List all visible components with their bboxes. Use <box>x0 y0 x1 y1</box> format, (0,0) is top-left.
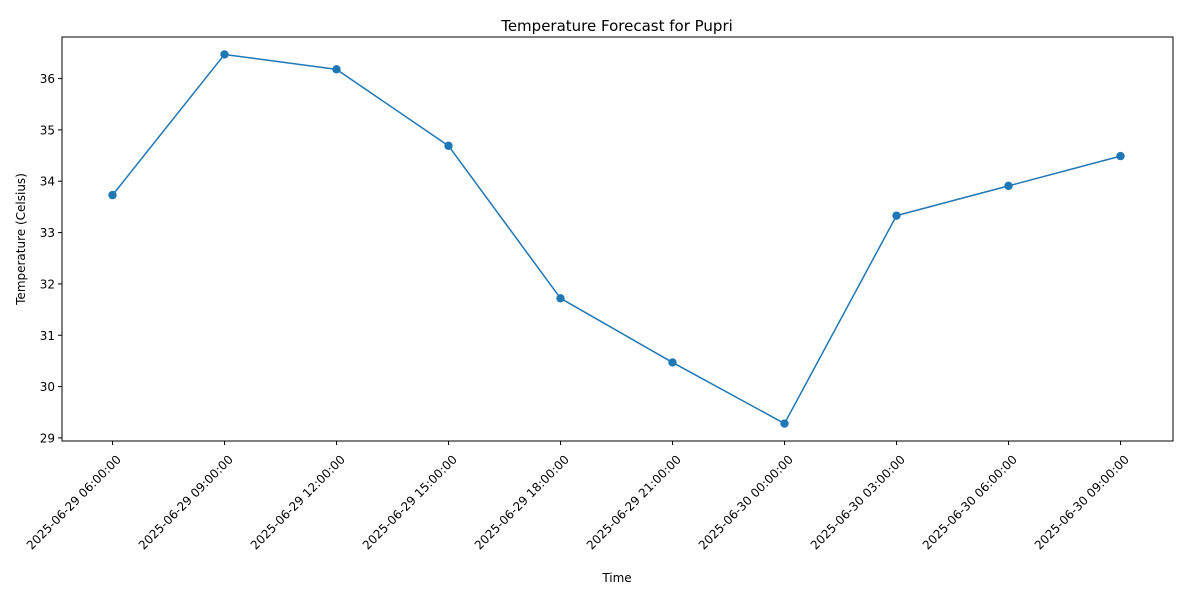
y-axis: 29 30 31 32 33 34 35 36 <box>40 72 62 445</box>
data-point <box>444 141 453 151</box>
y-tick-label: 32 <box>40 277 55 291</box>
y-tick-label: 31 <box>40 329 55 343</box>
data-point <box>220 50 229 59</box>
data-point <box>1116 151 1125 161</box>
data-point <box>892 211 901 220</box>
data-point <box>668 358 677 367</box>
y-tick-label: 35 <box>40 123 55 137</box>
y-tick-label: 29 <box>40 431 55 445</box>
plot-frame <box>61 36 1174 442</box>
data-point <box>556 294 565 303</box>
data-point <box>108 190 117 200</box>
series-line <box>111 53 1122 425</box>
y-tick-label: 33 <box>40 226 55 240</box>
series-layer <box>108 50 1125 428</box>
data-point <box>1004 181 1013 191</box>
data-point <box>780 419 789 428</box>
y-tick-label: 30 <box>40 380 55 394</box>
y-tick-label: 34 <box>40 175 55 189</box>
y-tick-label: 36 <box>40 72 55 86</box>
chart-title: Temperature Forecast for Pupri <box>500 17 733 35</box>
x-axis-label: Time <box>601 571 631 585</box>
y-axis-label: Temperature (Celsius) <box>14 173 28 306</box>
data-point <box>332 65 341 74</box>
